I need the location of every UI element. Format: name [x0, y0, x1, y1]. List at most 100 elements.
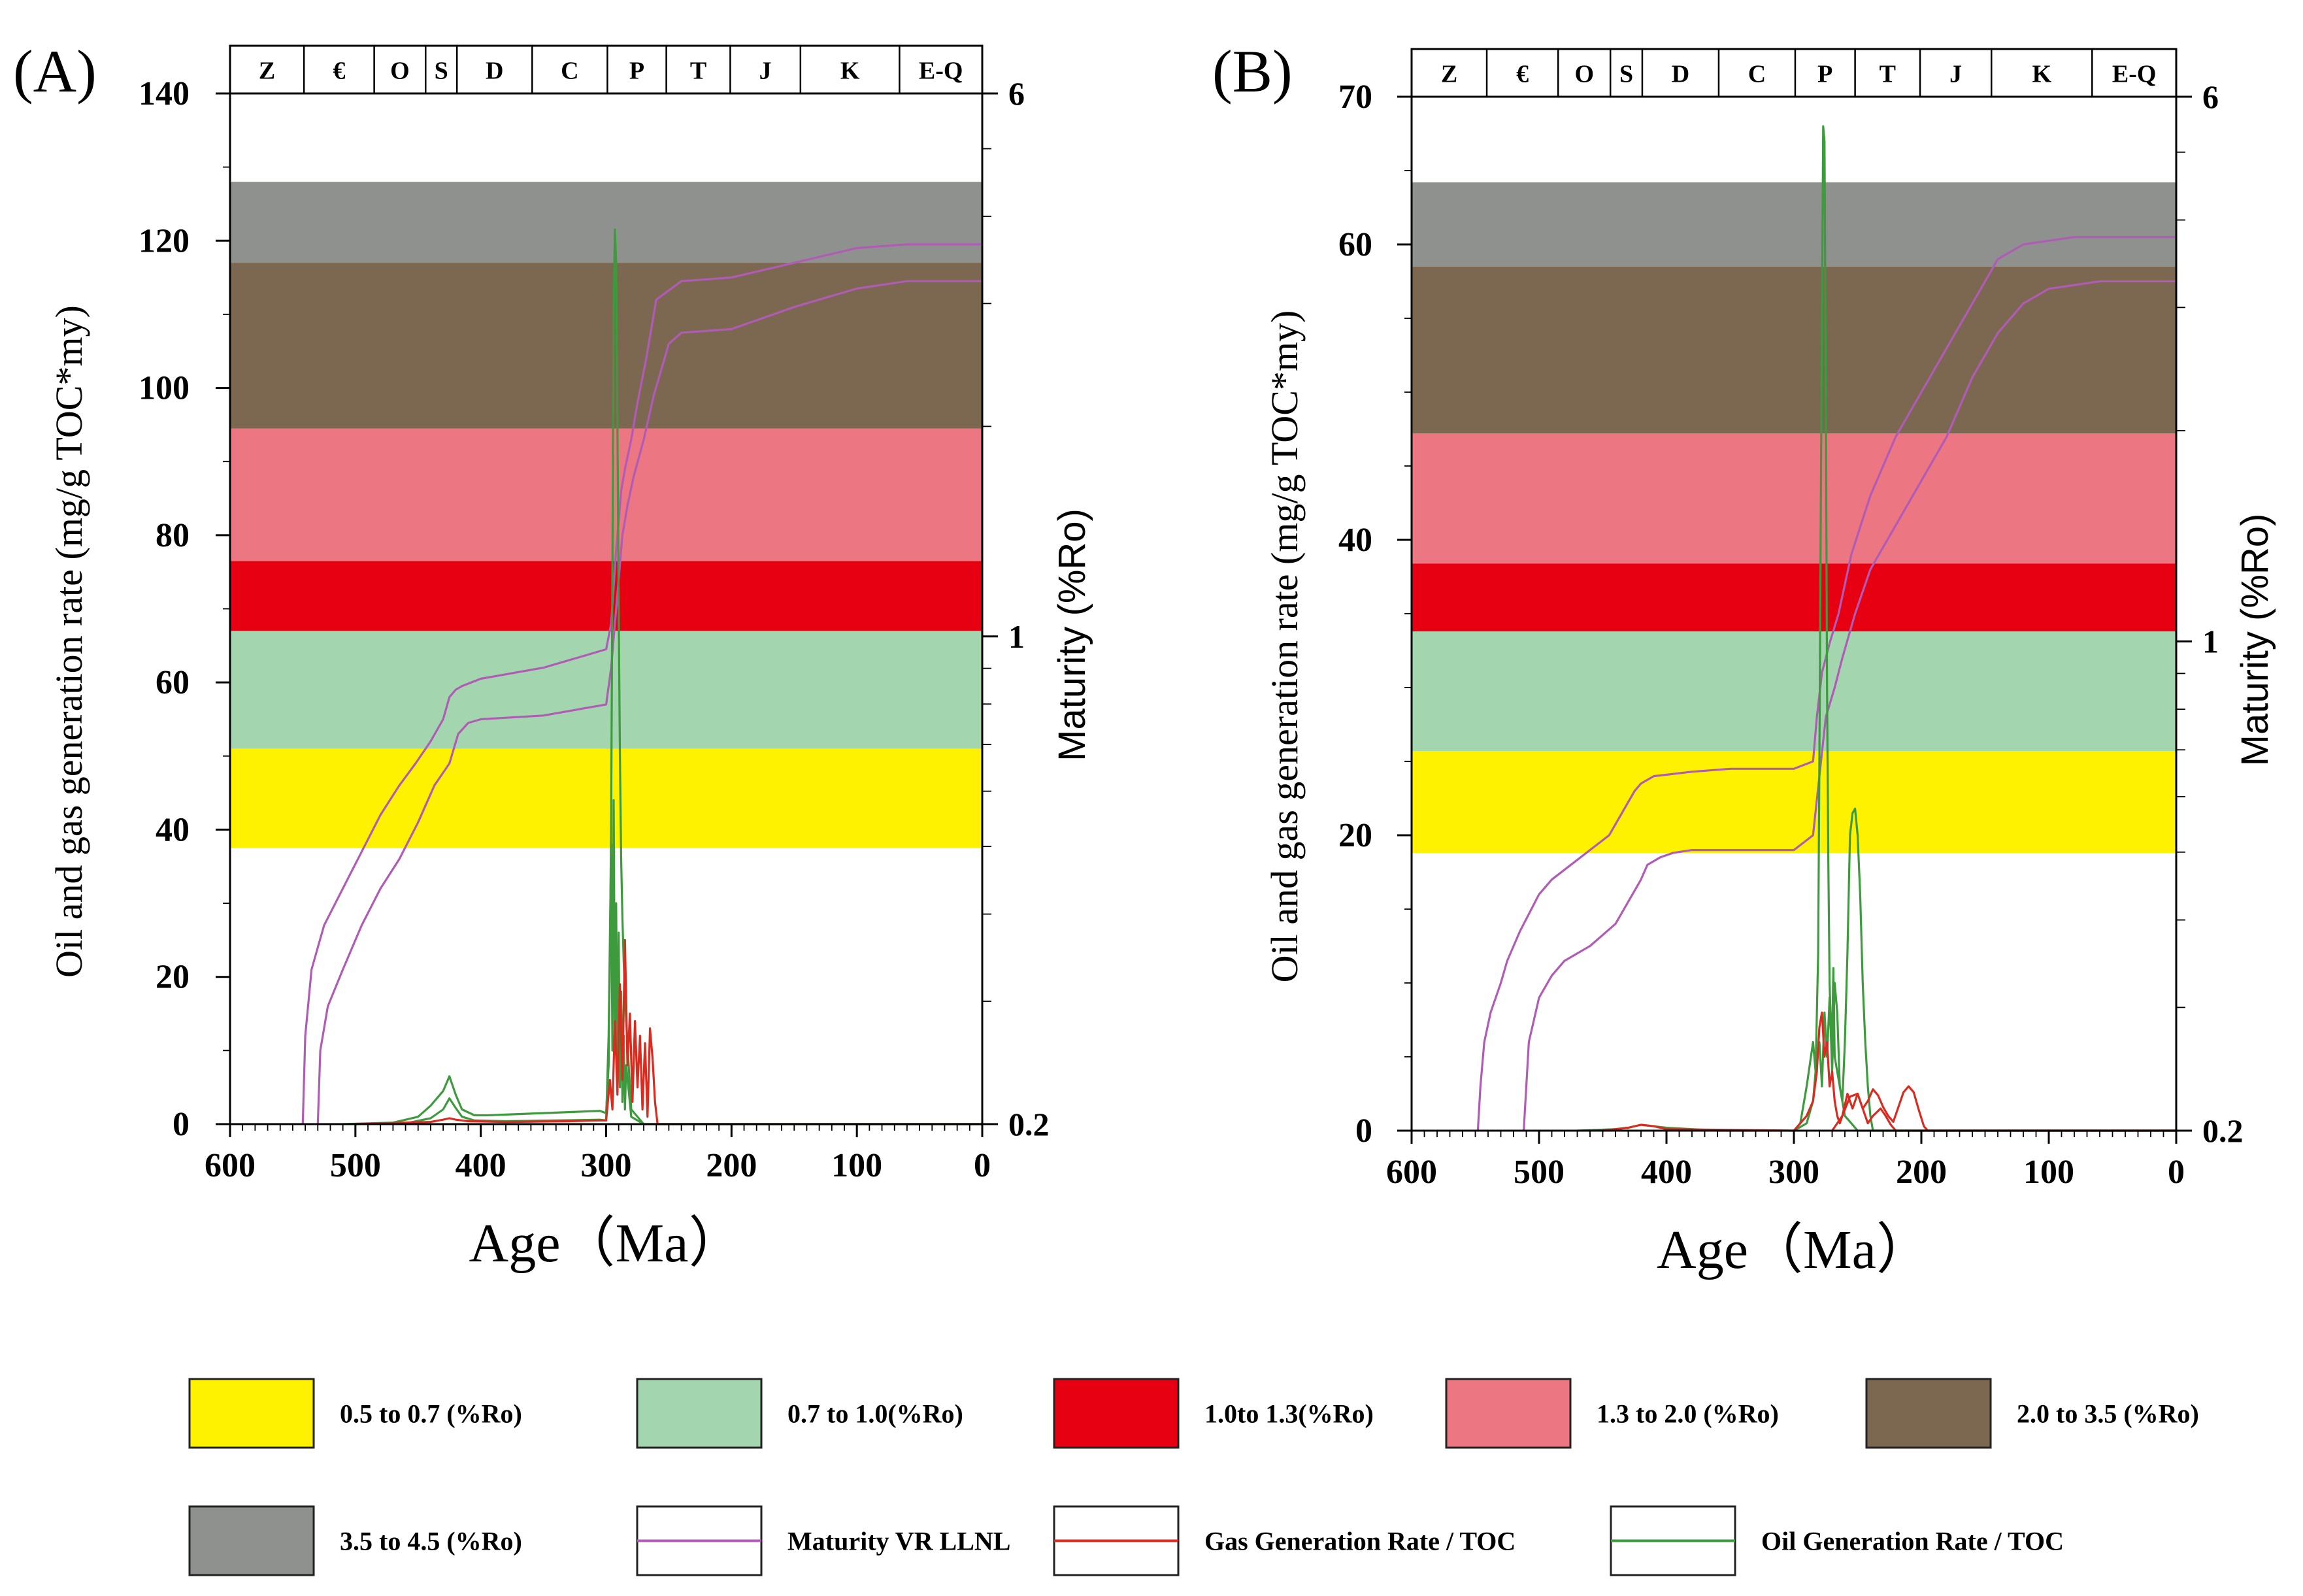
y2-tick-label: 6	[2202, 78, 2219, 115]
period-strip: Z € O S D C P T J K E-Q	[229, 44, 984, 95]
y2-axis-title: Maturity (%Ro)	[2234, 514, 2276, 767]
y-tick-label: 40	[1338, 522, 1372, 559]
legend-item: Oil Generation Rate / TOC	[1610, 1505, 2064, 1576]
period-label: J	[759, 58, 772, 85]
period-label: S	[1619, 61, 1633, 88]
y-tick-label: 140	[139, 75, 190, 112]
maturity-band	[230, 561, 982, 631]
y-tick-label: 0	[1355, 1112, 1372, 1150]
y-axis-title: Oil and gas generation rate (mg/g TOC*my…	[1263, 310, 1306, 983]
legend-swatch	[188, 1505, 315, 1576]
legend-label: 1.3 to 2.0 (%Ro)	[1597, 1399, 1779, 1429]
period-label: K	[2032, 61, 2051, 88]
period-label: J	[1949, 61, 1962, 88]
chart-panel-b: Z € O S D C P T J K E-Q 600 500 400 300 200 100 0 0 20 40 60 7…	[1212, 38, 2276, 1280]
x-tick-label: 0	[974, 1147, 991, 1184]
y2-tick-label: 0.2	[1008, 1106, 1050, 1142]
period-label: C	[1748, 61, 1766, 88]
period-strip-frame	[229, 44, 984, 95]
maturity-band	[230, 748, 982, 848]
period-label: Z	[259, 58, 275, 85]
period-label: Z	[1441, 61, 1457, 88]
period-label: P	[1817, 61, 1832, 88]
period-label: E-Q	[919, 58, 963, 85]
legend-swatch	[1053, 1378, 1180, 1449]
y-tick-label: 120	[139, 222, 190, 259]
x-tick-label: 300	[1768, 1154, 1819, 1191]
x-tick-label: 200	[1896, 1154, 1947, 1191]
period-label: O	[390, 58, 410, 85]
y-tick-label: 70	[1338, 78, 1372, 116]
series-line	[355, 799, 982, 1125]
period-label: €	[1516, 61, 1529, 88]
legend-item: 3.5 to 4.5 (%Ro)	[188, 1505, 522, 1576]
legend-item: 2.0 to 3.5 (%Ro)	[1865, 1378, 2199, 1449]
legend-item: 0.5 to 0.7 (%Ro)	[188, 1378, 522, 1449]
y-tick-label: 80	[156, 517, 190, 554]
period-label: T	[690, 58, 706, 85]
series-line	[1831, 1092, 2176, 1132]
y2-tick-label: 0.2	[2202, 1112, 2244, 1149]
y-tick-label: 20	[156, 959, 190, 996]
legend-swatch	[636, 1378, 763, 1449]
maturity-band	[230, 263, 982, 429]
period-label: K	[840, 58, 860, 85]
period-label: S	[435, 58, 448, 85]
legend-item: 0.7 to 1.0(%Ro)	[636, 1378, 963, 1449]
legend-item: Gas Generation Rate / TOC	[1053, 1505, 1516, 1576]
series-line	[316, 280, 982, 1125]
period-strip: Z € O S D C P T J K E-Q	[1410, 48, 2178, 98]
y2-tick-label: 1	[2202, 623, 2219, 659]
y-tick-label: 60	[1338, 226, 1372, 263]
x-tick-label: 400	[456, 1147, 506, 1184]
panel-label: (B)	[1212, 38, 1293, 105]
x-tick-label: 600	[1386, 1154, 1437, 1191]
y-axis-title: Oil and gas generation rate (mg/g TOC*my…	[48, 305, 90, 978]
series-line	[1523, 280, 2176, 1131]
maturity-band	[1412, 563, 2176, 632]
maturity-band	[230, 631, 982, 749]
y-tick-label: 100	[139, 370, 190, 407]
legend-swatch	[188, 1378, 315, 1449]
x-tick-label: 500	[1514, 1154, 1565, 1191]
legend-swatch	[1865, 1378, 1992, 1449]
period-label: €	[333, 58, 345, 85]
x-tick-label: 600	[205, 1147, 256, 1184]
chart-panel-a: Z € O S D C P T J K E-Q 600 500 400 300 200 100 0 0 20 40 60 8…	[13, 38, 1093, 1274]
x-tick-label: 400	[1641, 1154, 1692, 1191]
y-tick-label: 40	[156, 811, 190, 848]
maturity-band	[1412, 433, 2176, 564]
maturity-band	[1412, 182, 2176, 267]
period-label: D	[1672, 61, 1689, 88]
maturity-band	[230, 182, 982, 263]
legend-label: 1.0to 1.3(%Ro)	[1204, 1399, 1374, 1429]
y-tick-label: 60	[156, 664, 190, 701]
legend-label: Oil Generation Rate / TOC	[1761, 1527, 2064, 1556]
x-tick-label: 300	[581, 1147, 632, 1184]
x-tick-label: 100	[831, 1147, 882, 1184]
period-label: D	[486, 58, 503, 85]
series-line	[1793, 807, 2176, 1132]
period-label: P	[629, 58, 644, 85]
y2-tick-label: 1	[1008, 618, 1025, 655]
legend-label: 2.0 to 3.5 (%Ro)	[2017, 1399, 2199, 1429]
x-tick-label: 200	[706, 1147, 757, 1184]
y2-axis-title: Maturity (%Ro)	[1051, 508, 1093, 761]
legend-label: Maturity VR LLNL	[787, 1527, 1010, 1556]
legend-label: Gas Generation Rate / TOC	[1204, 1527, 1516, 1556]
legend-swatch	[1445, 1378, 1572, 1449]
legend-item: 1.0to 1.3(%Ro)	[1053, 1378, 1374, 1449]
maturity-band	[230, 428, 982, 561]
maturity-band	[1412, 631, 2176, 752]
panel-label: (A)	[13, 38, 97, 105]
series-line	[301, 243, 982, 1125]
series-line	[355, 939, 982, 1125]
x-tick-label: 500	[330, 1147, 381, 1184]
y2-tick-label: 6	[1008, 75, 1025, 112]
legend-label: 0.5 to 0.7 (%Ro)	[340, 1399, 522, 1429]
period-label: E-Q	[2112, 61, 2157, 88]
period-label: T	[1880, 61, 1896, 88]
x-axis-title: Age（Ma）	[469, 1213, 744, 1274]
legend-label: 3.5 to 4.5 (%Ro)	[340, 1527, 522, 1556]
maturity-band	[1412, 266, 2176, 434]
